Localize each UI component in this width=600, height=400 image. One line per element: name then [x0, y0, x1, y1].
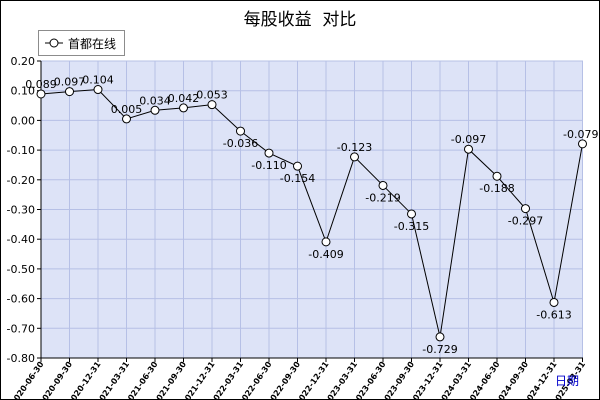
y-tick-label: -0.40	[7, 233, 35, 246]
legend-label: 首都在线	[68, 36, 117, 51]
data-point	[236, 126, 245, 136]
data-point	[321, 237, 331, 247]
data-label: -0.188	[479, 182, 514, 195]
data-point	[65, 87, 74, 97]
data-point	[293, 161, 302, 171]
data-point	[93, 85, 103, 95]
data-label: -0.613	[536, 308, 571, 321]
data-point	[521, 204, 530, 214]
y-tick-label: -0.70	[7, 322, 35, 335]
data-point	[36, 89, 46, 99]
data-label: -0.097	[451, 133, 486, 146]
data-label: -0.154	[280, 172, 315, 185]
data-point	[549, 297, 559, 307]
data-point	[264, 148, 274, 158]
data-point	[122, 114, 131, 124]
data-label: -0.297	[508, 215, 543, 228]
y-tick-label: -0.80	[7, 352, 35, 365]
y-tick-label: -0.50	[7, 263, 35, 276]
data-label: -0.036	[223, 137, 258, 150]
data-label: -0.079	[563, 128, 598, 141]
y-tick-label: -0.10	[7, 144, 35, 157]
y-tick-label: 0.10	[11, 85, 36, 98]
data-point	[435, 332, 445, 342]
data-label: 0.097	[54, 76, 86, 89]
data-label: 0.053	[196, 89, 228, 102]
data-point	[179, 103, 188, 113]
x-tick-label: 2020-06-30	[9, 360, 46, 399]
series-line	[40, 88, 583, 338]
y-tick-label: -0.60	[7, 293, 35, 306]
legend-line-marker-icon	[45, 38, 63, 48]
data-label: -0.219	[365, 191, 400, 204]
x-axis-label: 日期	[555, 374, 579, 388]
data-label: 0.034	[139, 94, 171, 107]
y-tick-label: 0.20	[11, 55, 36, 68]
data-point	[407, 209, 416, 219]
data-point	[207, 100, 217, 110]
chart-title: 每股收益 对比	[243, 10, 357, 30]
y-tick-label: 0.00	[11, 114, 36, 127]
legend: 首都在线	[38, 30, 126, 56]
data-label: -0.409	[308, 248, 343, 261]
y-tick-label: -0.30	[7, 204, 35, 217]
data-point	[492, 171, 502, 181]
data-label: -0.315	[394, 220, 429, 233]
data-label: 0.042	[168, 92, 200, 105]
data-point	[578, 139, 587, 149]
data-label: 0.089	[25, 78, 57, 91]
data-point	[378, 180, 388, 190]
y-tick-label: -0.20	[7, 174, 35, 187]
data-point	[350, 152, 359, 162]
data-label: -0.123	[337, 141, 372, 154]
data-label: -0.729	[422, 343, 457, 356]
data-point	[464, 144, 473, 154]
data-label: 0.104	[82, 74, 114, 87]
data-label: -0.110	[251, 159, 286, 172]
data-label: 0.005	[111, 103, 143, 116]
data-point	[150, 105, 160, 115]
